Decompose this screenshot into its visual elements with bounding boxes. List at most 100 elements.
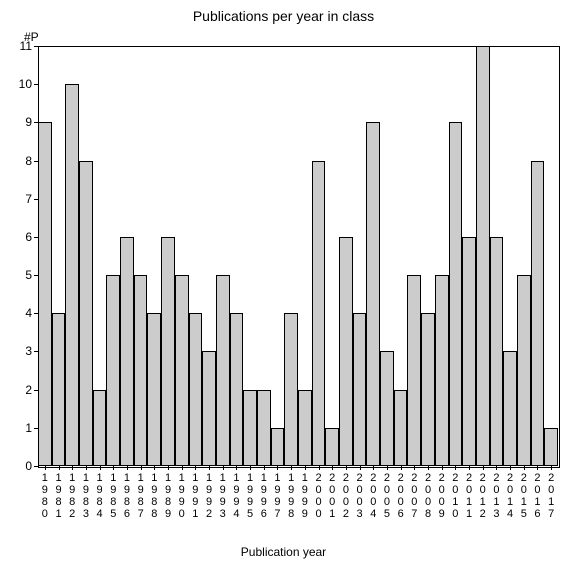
chart-container: Publications per year in class #P Public… [0,0,567,567]
x-tick-mark [401,466,402,470]
x-tick-mark [305,466,306,470]
bar [202,351,216,466]
x-tick-label: 1 9 8 4 [97,472,103,520]
x-tick-mark [360,466,361,470]
x-tick-label: 2 0 1 7 [548,472,554,520]
bar [134,275,148,466]
x-tick-mark [442,466,443,470]
x-tick-mark [72,466,73,470]
x-tick-label: 2 0 0 8 [425,472,431,520]
x-tick-mark [168,466,169,470]
y-tick-mark [34,84,38,85]
bar [517,275,531,466]
x-tick-label: 1 9 9 8 [288,472,294,520]
x-tick-mark [141,466,142,470]
bar [298,390,312,466]
x-tick-mark [209,466,210,470]
bar [325,428,339,466]
bar [93,390,107,466]
y-tick-label: 3 [14,344,32,358]
x-tick-label: 1 9 8 2 [69,472,75,520]
y-tick-label: 6 [14,230,32,244]
bar [394,390,408,466]
x-tick-mark [182,466,183,470]
x-tick-label: 1 9 9 4 [233,472,239,520]
x-tick-label: 1 9 8 3 [83,472,89,520]
x-tick-label: 1 9 8 6 [124,472,130,520]
bar [490,237,504,466]
x-tick-mark [100,466,101,470]
x-tick-mark [414,466,415,470]
y-tick-label: 9 [14,115,32,129]
x-tick-mark [250,466,251,470]
x-tick-label: 2 0 0 0 [315,472,321,520]
x-tick-mark [428,466,429,470]
bar [353,313,367,466]
y-tick-label: 8 [14,154,32,168]
bar [544,428,558,466]
x-tick-mark [195,466,196,470]
y-tick-label: 4 [14,306,32,320]
y-tick-label: 5 [14,268,32,282]
x-tick-label: 1 9 8 7 [138,472,144,520]
x-tick-mark [483,466,484,470]
x-tick-label: 1 9 9 0 [179,472,185,520]
bar [284,313,298,466]
x-tick-label: 1 9 9 3 [220,472,226,520]
x-tick-mark [277,466,278,470]
x-axis-label: Publication year [0,545,567,559]
bar [380,351,394,466]
x-tick-label: 1 9 9 2 [206,472,212,520]
x-tick-mark [551,466,552,470]
chart-title: Publications per year in class [0,8,567,24]
x-tick-mark [496,466,497,470]
x-tick-mark [537,466,538,470]
y-tick-label: 7 [14,192,32,206]
bar [462,237,476,466]
x-tick-mark [291,466,292,470]
x-tick-mark [469,466,470,470]
x-tick-label: 1 9 8 0 [42,472,48,520]
y-tick-label: 11 [14,39,32,53]
bar [503,351,517,466]
x-tick-label: 1 9 9 6 [261,472,267,520]
y-tick-label: 0 [14,459,32,473]
bar [449,122,463,466]
bar [52,313,66,466]
x-tick-label: 2 0 1 0 [452,472,458,520]
x-tick-mark [236,466,237,470]
x-tick-mark [59,466,60,470]
x-tick-label: 2 0 1 6 [534,472,540,520]
y-tick-label: 1 [14,421,32,435]
y-tick-label: 2 [14,383,32,397]
x-tick-label: 1 9 8 5 [110,472,116,520]
x-tick-label: 1 9 9 9 [302,472,308,520]
x-tick-mark [455,466,456,470]
bar [421,313,435,466]
bar [106,275,120,466]
x-tick-mark [387,466,388,470]
bar [230,313,244,466]
bar [243,390,257,466]
x-tick-label: 2 0 0 5 [384,472,390,520]
x-tick-label: 1 9 9 7 [274,472,280,520]
bar [79,161,93,466]
x-tick-label: 2 0 1 4 [507,472,513,520]
bar [271,428,285,466]
x-tick-mark [113,466,114,470]
x-tick-label: 2 0 0 2 [343,472,349,520]
bar [175,275,189,466]
x-tick-label: 2 0 1 2 [480,472,486,520]
x-tick-mark [127,466,128,470]
y-tick-mark [34,466,38,467]
x-tick-mark [86,466,87,470]
y-tick-label: 10 [14,77,32,91]
x-tick-label: 2 0 1 5 [521,472,527,520]
x-tick-mark [346,466,347,470]
bar [435,275,449,466]
x-tick-label: 1 9 8 9 [165,472,171,520]
x-tick-mark [45,466,46,470]
bar [339,237,353,466]
x-tick-mark [264,466,265,470]
x-tick-label: 2 0 0 1 [329,472,335,520]
